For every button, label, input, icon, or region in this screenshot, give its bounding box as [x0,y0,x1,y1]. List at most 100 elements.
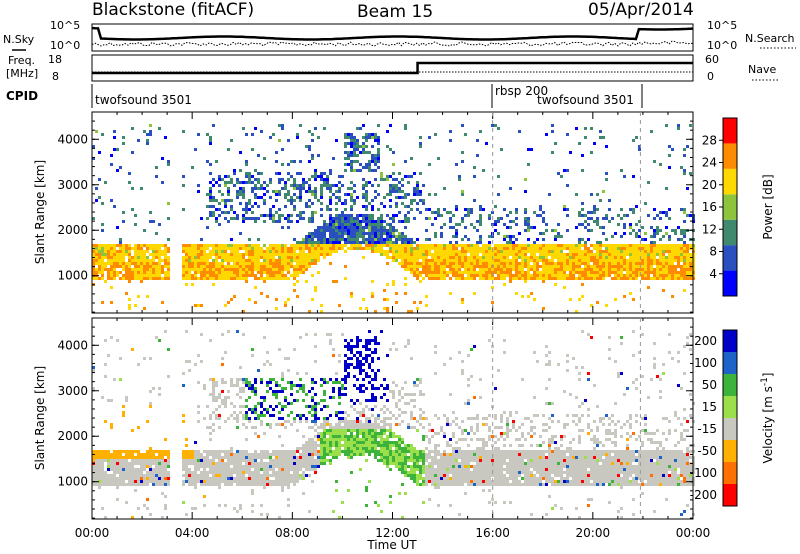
heatmap-cell [305,235,308,238]
heatmap-cell [329,450,332,453]
heatmap-cell [218,474,221,477]
heatmap-cell [242,483,245,486]
heatmap-cell [389,232,392,235]
heatmap-cell [155,268,158,271]
heatmap-cell [524,217,527,220]
heatmap-cell [266,483,269,486]
heatmap-cell [260,414,263,417]
heatmap-cell [629,277,632,280]
heatmap-cell [305,202,308,205]
heatmap-cell [551,229,554,232]
heatmap-cell [128,253,131,256]
heatmap-cell [374,226,377,229]
cpid-segment-2: rbsp 200 [495,84,548,98]
heatmap-cell [407,211,410,214]
heatmap-cell [122,247,125,250]
heatmap-cell [596,256,599,259]
heatmap-cell [491,262,494,265]
heatmap-cell [665,277,668,280]
heatmap-cell [146,274,149,277]
heatmap-cell [446,274,449,277]
heatmap-cell [251,205,254,208]
heatmap-cell [623,175,626,178]
heatmap-cell [365,181,368,184]
heatmap-cell [155,256,158,259]
heatmap-cell [395,202,398,205]
heatmap-cell [191,256,194,259]
heatmap-cell [533,253,536,256]
heatmap-cell [161,244,164,247]
heatmap-cell [338,238,341,241]
heatmap-cell [326,459,329,462]
heatmap-cell [545,262,548,265]
heatmap-cell [593,253,596,256]
heatmap-cell [134,277,137,280]
heatmap-cell [305,205,308,208]
heatmap-cell [338,220,341,223]
heatmap-cell [542,238,545,241]
heatmap-cell [449,130,452,133]
heatmap-cell [659,229,662,232]
heatmap-cell [677,277,680,280]
heatmap-cell [560,277,563,280]
heatmap-cell [575,127,578,130]
heatmap-cell [158,247,161,250]
heatmap-cell [203,256,206,259]
heatmap-cell [128,304,131,307]
heatmap-cell [392,226,395,229]
heatmap-cell [407,193,410,196]
heatmap-cell [395,247,398,250]
heatmap-cell [215,250,218,253]
heatmap-cell [413,217,416,220]
heatmap-cell [608,274,611,277]
heatmap-cell [308,238,311,241]
heatmap-cell [125,292,128,295]
heatmap-cell [182,468,185,471]
heatmap-cell [251,133,254,136]
heatmap-cell [590,127,593,130]
heatmap-cell [128,298,131,301]
heatmap-cell [329,208,332,211]
heatmap-cell [470,262,473,265]
heatmap-cell [248,417,251,420]
heatmap-cell [443,271,446,274]
heatmap-cell [344,244,347,247]
heatmap-cell [101,456,104,459]
heatmap-cell [539,253,542,256]
heatmap-cell [248,396,251,399]
heatmap-cell [185,480,188,483]
heatmap-cell [311,238,314,241]
heatmap-cell [314,178,317,181]
heatmap-cell [134,489,137,492]
heatmap-cell [143,307,146,310]
heatmap-cell [278,348,281,351]
heatmap-cell [527,262,530,265]
heatmap-cell [119,277,122,280]
heatmap-cell [323,241,326,244]
heatmap-cell [116,486,119,489]
heatmap-cell [269,208,272,211]
heatmap-cell [488,277,491,280]
heatmap-cell [191,474,194,477]
heatmap-cell [308,256,311,259]
heatmap-cell [644,247,647,250]
heatmap-cell [137,262,140,265]
heatmap-cell [482,244,485,247]
heatmap-cell [230,247,233,250]
heatmap-cell [581,283,584,286]
heatmap-cell [599,259,602,262]
heatmap-cell [662,271,665,274]
heatmap-cell [284,459,287,462]
heatmap-cell [383,220,386,223]
heatmap-cell [116,471,119,474]
heatmap-cell [680,271,683,274]
heatmap-cell [428,163,431,166]
heatmap-cell [290,196,293,199]
heatmap-cell [227,483,230,486]
heatmap-cell [338,390,341,393]
heatmap-cell [344,360,347,363]
heatmap-cell [266,384,269,387]
heatmap-cell [593,268,596,271]
heatmap-cell [461,259,464,262]
heatmap-cell [656,232,659,235]
